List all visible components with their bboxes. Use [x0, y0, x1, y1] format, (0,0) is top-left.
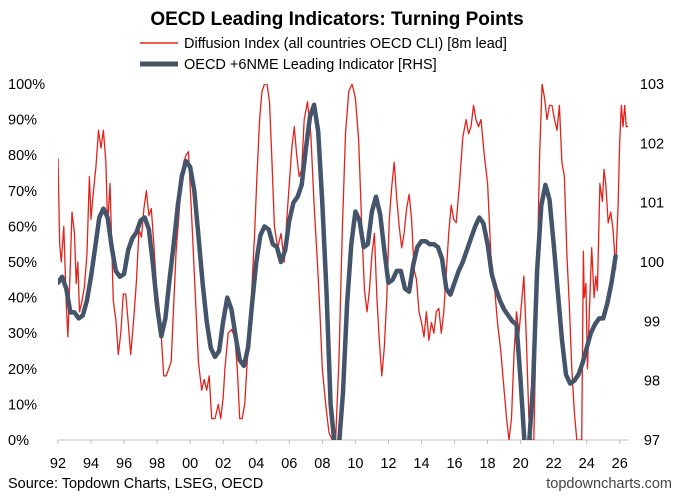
x-tick-label: 22	[546, 456, 562, 472]
y-right-tick-label: 103	[640, 77, 664, 93]
y-left-tick-label: 70%	[8, 184, 37, 200]
x-tick-label: 18	[479, 456, 495, 472]
series-line-oecd-6nme	[58, 102, 618, 440]
x-tick-label: 16	[446, 456, 462, 472]
x-tick-label: 94	[83, 456, 99, 472]
legend: Diffusion Index (all countries OECD CLI)…	[140, 36, 507, 73]
x-tick-label: 00	[182, 456, 198, 472]
x-tick-label: 24	[579, 456, 595, 472]
y-right-tick-label: 102	[640, 136, 664, 152]
plot-area: 92 94 96 98 00 02 04 06 08 10 12 14 16 18 20 22 24 26 0% 10…	[8, 77, 664, 472]
y-right-tick-label: 101	[640, 196, 664, 212]
x-tick-label: 12	[380, 456, 396, 472]
y-right-tick-label: 98	[644, 374, 660, 390]
y-right-tick-label: 100	[640, 255, 664, 271]
x-tick-label: 06	[281, 456, 297, 472]
x-tick-label: 02	[215, 456, 231, 472]
x-tick-label: 14	[413, 456, 429, 472]
x-tick-label: 04	[248, 456, 264, 472]
x-tick-label: 10	[347, 456, 363, 472]
y-left-tick-label: 50%	[8, 255, 37, 271]
y-left-tick-label: 10%	[8, 397, 37, 413]
y-right-tick-label: 97	[644, 433, 660, 449]
chart-title: OECD Leading Indicators: Turning Points	[150, 9, 523, 30]
y-left-tick-label: 20%	[8, 362, 37, 378]
legend-label-oecd-6nme: OECD +6NME Leading Indicator [RHS]	[184, 57, 437, 73]
x-tick-label: 98	[149, 456, 165, 472]
legend-label-diffusion-index: Diffusion Index (all countries OECD CLI)…	[184, 36, 507, 52]
y-left-tick-label: 0%	[8, 433, 29, 449]
source-note: Source: Topdown Charts, LSEG, OECD	[8, 476, 263, 492]
y-left-tick-label: 90%	[8, 113, 37, 129]
y-left-tick-label: 40%	[8, 291, 37, 307]
x-tick-label: 20	[513, 456, 529, 472]
x-tick-label: 26	[612, 456, 628, 472]
x-tick-label: 08	[314, 456, 330, 472]
x-tick-label: 92	[50, 456, 66, 472]
x-tick-label: 96	[116, 456, 132, 472]
y-left-tick-label: 30%	[8, 326, 37, 342]
y-left-tick-label: 60%	[8, 219, 37, 235]
y-left-tick-label: 80%	[8, 148, 37, 164]
y-right-tick-label: 99	[644, 314, 660, 330]
brand-watermark: topdowncharts.com	[546, 476, 672, 492]
y-left-tick-label: 100%	[8, 77, 45, 93]
